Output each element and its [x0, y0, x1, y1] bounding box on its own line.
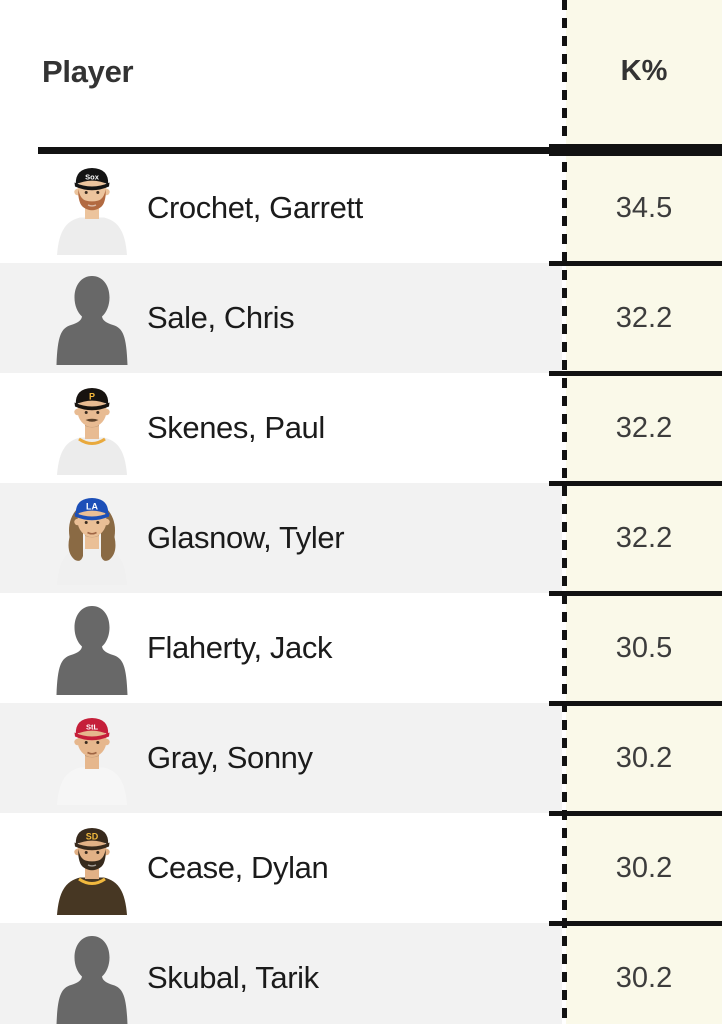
player-row[interactable]: LA Glasnow, Tyler 32.2: [0, 481, 722, 593]
player-row[interactable]: Skubal, Tarik 30.2: [0, 921, 722, 1024]
player-row[interactable]: Sale, Chris 32.2: [0, 261, 722, 373]
kpct-column-highlight: [566, 0, 722, 1024]
player-name[interactable]: Crochet, Garrett: [147, 190, 363, 225]
column-header-kpct[interactable]: K%: [620, 55, 668, 87]
player-row[interactable]: Sox Crochet, Garrett 34.5: [0, 153, 722, 263]
player-name[interactable]: Flaherty, Jack: [147, 630, 333, 665]
kpct-value: 34.5: [615, 191, 673, 224]
kpct-cell-divider: [549, 261, 722, 266]
player-name[interactable]: Sale, Chris: [147, 300, 295, 335]
player-row[interactable]: SD Cease, Dylan 30.2: [0, 811, 722, 923]
kpct-value: 30.2: [615, 741, 673, 774]
kpct-cell-divider: [549, 481, 722, 486]
svg-text:SD: SD: [86, 832, 99, 842]
svg-text:LA: LA: [86, 502, 98, 512]
kpct-value: 32.2: [615, 521, 673, 554]
player-rows: Sox Crochet, Garrett 34.5 Sale, Chris 32…: [0, 153, 722, 1024]
player-headshot-icon: StL: [50, 713, 134, 805]
player-name[interactable]: Cease, Dylan: [147, 850, 329, 885]
player-headshot-icon: SD: [50, 823, 134, 915]
kpct-cell-divider: [549, 591, 722, 596]
kpct-cell-divider: [549, 371, 722, 376]
player-headshot-icon: Sox: [50, 163, 134, 255]
header-divider: [38, 147, 722, 154]
player-name[interactable]: Glasnow, Tyler: [147, 520, 345, 555]
svg-text:StL: StL: [86, 723, 99, 732]
player-headshot-icon: P: [50, 383, 134, 475]
column-header-player[interactable]: Player: [42, 54, 134, 89]
kpct-value: 30.2: [615, 851, 673, 884]
kpct-value: 30.5: [615, 631, 673, 664]
kpct-value: 32.2: [615, 301, 673, 334]
player-headshot-icon: LA: [50, 493, 134, 585]
kpct-cell-divider: [549, 921, 722, 926]
kpct-cell-divider: [549, 811, 722, 816]
player-name[interactable]: Skenes, Paul: [147, 410, 325, 445]
player-row[interactable]: P Skenes, Paul 32.2: [0, 371, 722, 483]
player-name[interactable]: Gray, Sonny: [147, 740, 313, 775]
kpct-value: 32.2: [615, 411, 673, 444]
player-headshot-icon: [50, 603, 134, 695]
player-row[interactable]: Flaherty, Jack 30.5: [0, 591, 722, 703]
player-row[interactable]: StL Gray, Sonny 30.2: [0, 701, 722, 813]
svg-text:P: P: [89, 392, 95, 402]
kpct-cell-divider: [549, 701, 722, 706]
svg-text:Sox: Sox: [85, 173, 100, 182]
kpct-value: 30.2: [615, 961, 673, 994]
kpct-column-top-border: [549, 144, 722, 156]
player-headshot-icon: [50, 273, 134, 365]
kpct-column-dashed-border: [562, 0, 567, 1024]
player-headshot-icon: [50, 933, 134, 1024]
player-name[interactable]: Skubal, Tarik: [147, 960, 319, 995]
